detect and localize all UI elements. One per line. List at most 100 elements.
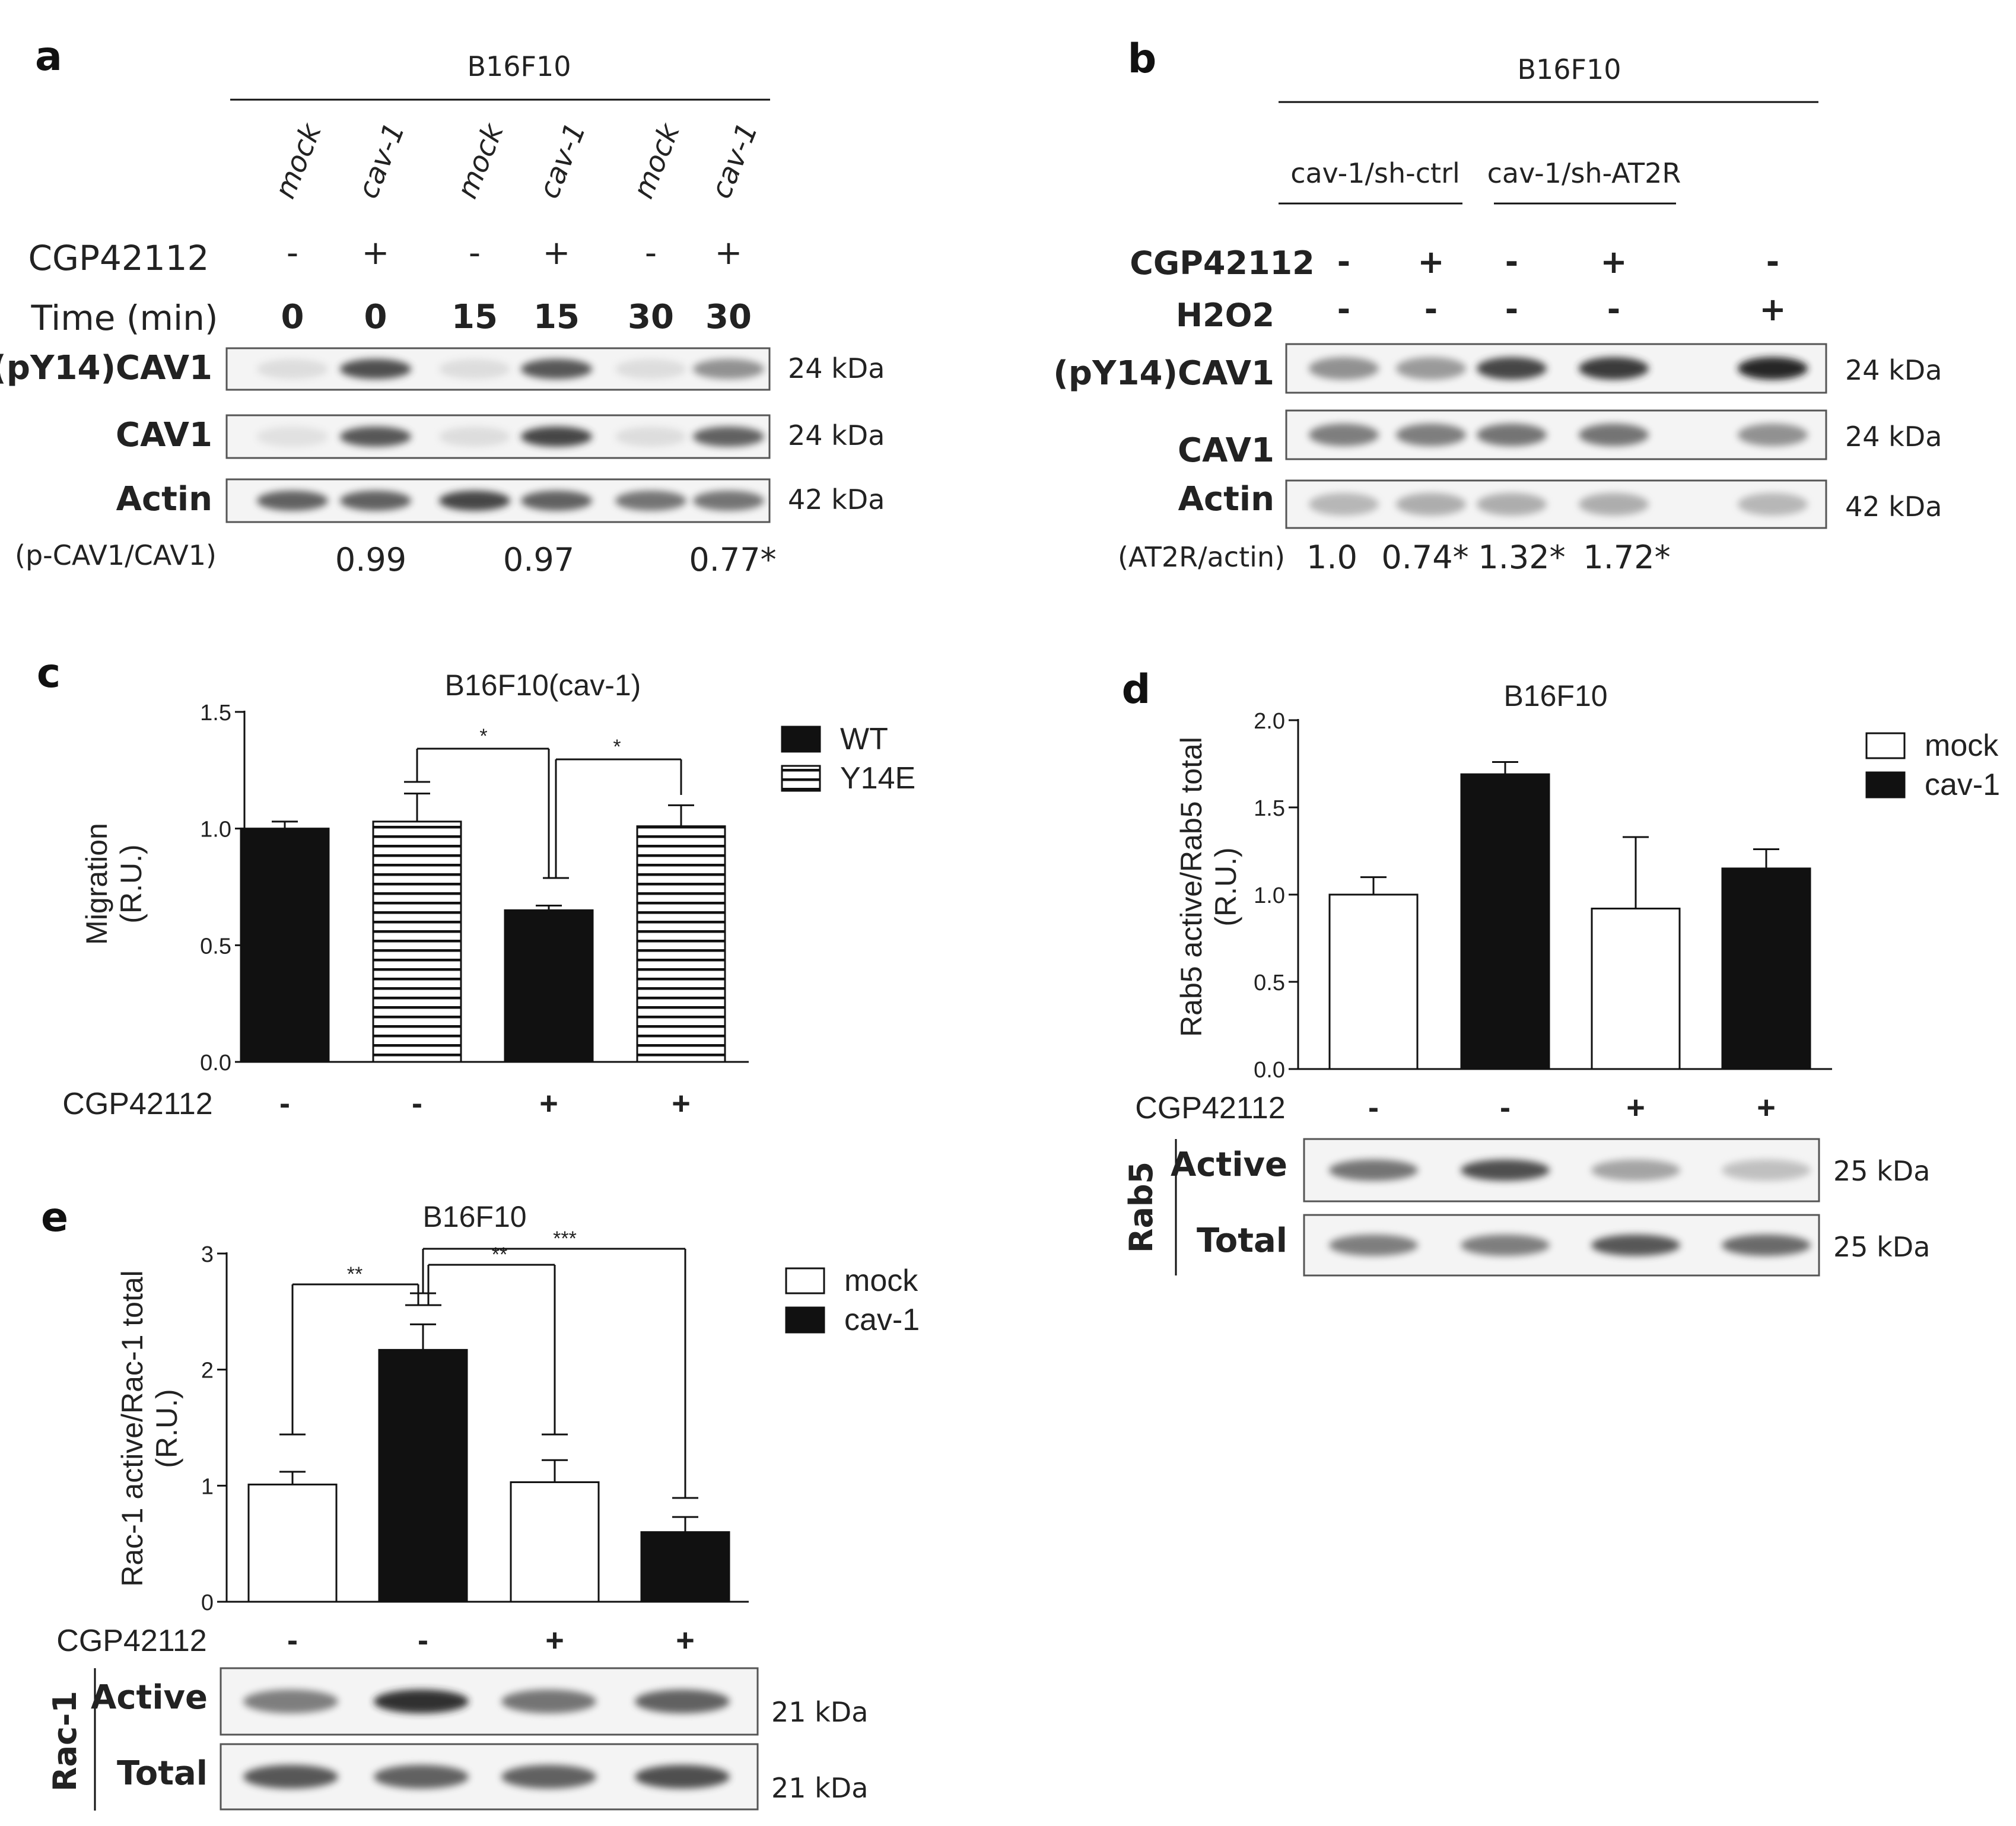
lane-label: mock [627,118,687,203]
blot-band [340,491,411,511]
significance-label: * [479,725,487,747]
legend-swatch [785,1267,825,1294]
ratio-value: 0.77* [689,541,776,578]
blot-row-name: Actin [1178,480,1274,518]
y-axis-label: Migration [80,823,113,945]
category-label: + [539,1086,558,1121]
legend-swatch [781,765,821,792]
blot-band [693,427,764,447]
x-row-label: CGP42112 [1135,1091,1285,1125]
category-label: - [279,1086,290,1121]
y-axis-label: (R.U.) [115,844,148,923]
panel-b: b B16F10 cav-1/sh-ctrl cav-1/sh-AT2R CGP4211… [1053,36,1942,576]
blot-band [501,1765,596,1789]
time-value: 0 [364,298,387,336]
kda-label: 24 kDa [788,352,885,384]
kda-label: 21 kDa [771,1696,868,1728]
blot-band [439,359,510,379]
category-label: - [412,1086,422,1121]
y-tick-label: 0.5 [1254,971,1285,995]
blot-band [257,427,328,447]
blot-band [1579,424,1649,446]
h2o2-sign: - [1424,291,1438,328]
group-label: cav-1/sh-AT2R [1487,157,1681,189]
blot-1 [225,414,771,459]
h2o2-sign: + [1759,291,1786,328]
y-tick-label: 0.5 [200,934,231,959]
chart-title: B16F10(cav-1) [445,669,641,702]
blot-0 [1285,343,1827,394]
blot-band [1309,357,1379,380]
blot-band [1477,357,1547,380]
legend-swatch [785,1306,825,1334]
blot-band [635,1765,730,1789]
blot-band [693,491,764,511]
treatment-sign: - [287,234,298,272]
blot-row-name: Actin [116,480,212,518]
bar [240,828,330,1063]
chart-title: B16F10 [1503,679,1607,712]
blot-band [635,1690,730,1713]
treatment-sign: - [1505,243,1518,281]
category-label: - [287,1623,298,1658]
y-tick-label: 2.0 [1254,709,1285,734]
blot-band [521,359,592,379]
panel-d-blot: Rab5 Active 25 kDa Total 25 kDa [1123,1138,1930,1277]
blot-band [1309,424,1379,446]
kda-label: 21 kDa [771,1772,868,1804]
blot-band [615,491,686,511]
treatment-sign: + [1600,243,1627,281]
blot-band [1477,424,1547,446]
blot-band [1329,1159,1418,1181]
bar [1460,773,1550,1070]
h2o2-sign: - [1337,291,1350,328]
treatment-sign: - [1337,243,1350,281]
bar [636,825,726,1063]
y-tick-label: 1.0 [200,817,231,842]
bar [640,1531,730,1603]
blot-band [693,359,764,379]
treatment-label: CGP42112 [28,238,209,278]
blot-band [1738,424,1808,446]
legend-label: mock [844,1264,918,1298]
kda-label: 42 kDa [1845,491,1942,523]
treatment-label: CGP42112 [1130,244,1314,282]
legend-label: cav-1 [844,1303,920,1337]
chart-d: d B16F10 0.0 0.5 1.0 1.5 2.0 Rab5 active/Rab5 t… [1122,666,2001,1125]
chart-title: B16F10 [422,1200,526,1233]
treatment-sign: + [362,234,390,272]
blot-band [1329,1235,1418,1256]
ratio-value: 1.32* [1478,539,1565,576]
blot-band [439,491,510,511]
bar [247,1483,338,1603]
ratio-value: 0.74* [1381,539,1468,576]
bar [1591,908,1681,1070]
blot-2 [225,478,771,523]
lane-label: cav-1 [351,118,411,203]
kda-label: 24 kDa [788,419,885,451]
panel-a: a B16F10 mock cav-1 mock cav-1 mock cav-1 CGP421… [0,33,885,578]
significance-label: ** [347,1263,363,1286]
blot-0 [225,347,771,391]
lane-label: mock [450,118,511,203]
blot-band [615,359,686,379]
blot-row-name: (pY14)CAV1 [0,349,212,387]
y-tick-label: 0 [201,1590,214,1615]
blot-row [220,1667,759,1736]
bar [1721,867,1811,1070]
blot-band [1396,424,1466,446]
significance-label: * [613,736,621,758]
treatment-sign: + [715,234,743,272]
cell-line-label: B16F10 [1517,53,1621,85]
category-label: + [672,1086,691,1121]
blot-row-name: Total [1197,1221,1287,1260]
bar [378,1348,468,1603]
y-tick-label: 2 [201,1359,214,1383]
ratio-value: 1.0 [1306,539,1357,576]
blot-protein-label: Rac-1 [46,1691,84,1792]
ratio-value: 1.72* [1583,539,1670,576]
h2o2-label: H2O2 [1176,297,1274,334]
blot-band [1579,493,1649,516]
kda-label: 25 kDa [1833,1155,1930,1187]
y-axis-label: (R.U.) [150,1389,183,1468]
